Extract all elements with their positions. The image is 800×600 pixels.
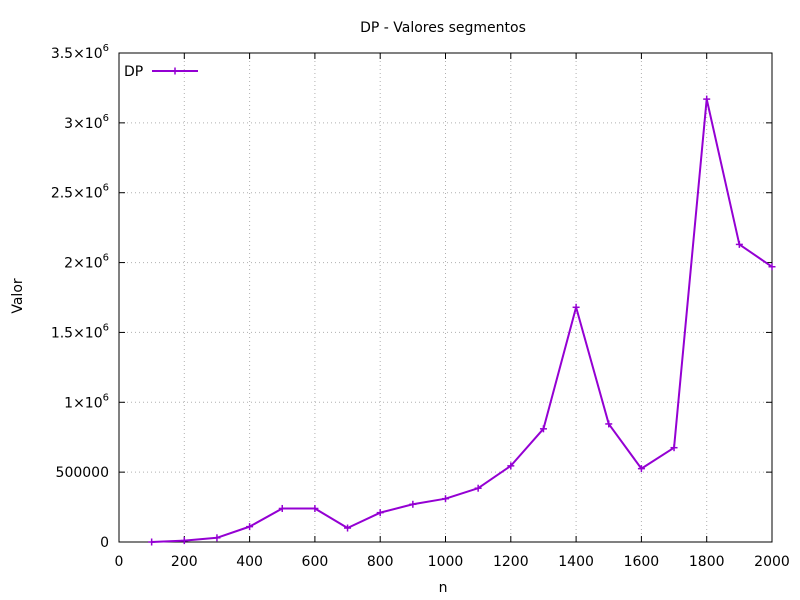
y-tick-label: 2×106 [64,253,109,272]
x-tick-label: 800 [367,554,394,570]
data-point [278,504,286,512]
data-point [376,509,384,517]
x-tick-label: 1400 [558,554,594,570]
y-tick-label: 0 [100,535,109,551]
data-point [344,524,352,532]
x-tick-label: 1600 [624,554,660,570]
data-point [735,240,743,248]
data-point [572,303,580,311]
x-tick-label: 1200 [493,554,529,570]
chart-title: DP - Valores segmentos [360,20,526,36]
x-tick-label: 2000 [754,554,790,570]
data-point [670,444,678,452]
series-line [151,98,773,543]
data-point [703,95,711,103]
data-point [246,523,254,531]
data-point [213,534,221,542]
y-tick-label: 1×106 [64,392,109,411]
y-tick-label: 3.5×106 [51,43,109,62]
y-tick-label: 3×106 [64,113,109,132]
x-axis-label: n [439,580,448,596]
x-axis: 0 200 400 600 800 1000 1200 1400 1600 1800 2000 [115,53,790,570]
data-point [507,462,515,470]
data-point [768,263,776,271]
legend-label: DP [124,64,143,80]
y-axis-label: Valor [10,278,26,314]
x-tick-label: 1000 [428,554,464,570]
data-point [180,537,188,545]
x-tick-label: 1800 [689,554,725,570]
data-point [409,500,417,508]
grid-lines [119,53,772,542]
x-tick-label: 200 [171,554,198,570]
data-point [311,504,319,512]
y-axis: 0 500000 1×106 1.5×106 2×106 2.5×106 3×106 3.5×… [51,43,772,551]
data-point [539,425,547,433]
x-tick-label: 0 [115,554,124,570]
x-tick-label: 600 [302,554,329,570]
data-point [637,465,645,473]
y-tick-label: 2.5×106 [51,183,109,202]
data-point [474,484,482,492]
legend: DP [124,64,198,80]
data-point [605,420,613,428]
y-tick-label: 1.5×106 [51,322,109,341]
data-point [442,495,449,503]
series-dp [148,95,776,546]
y-tick-label: 500000 [56,465,109,481]
data-point [148,538,156,546]
x-tick-label: 400 [236,554,263,570]
